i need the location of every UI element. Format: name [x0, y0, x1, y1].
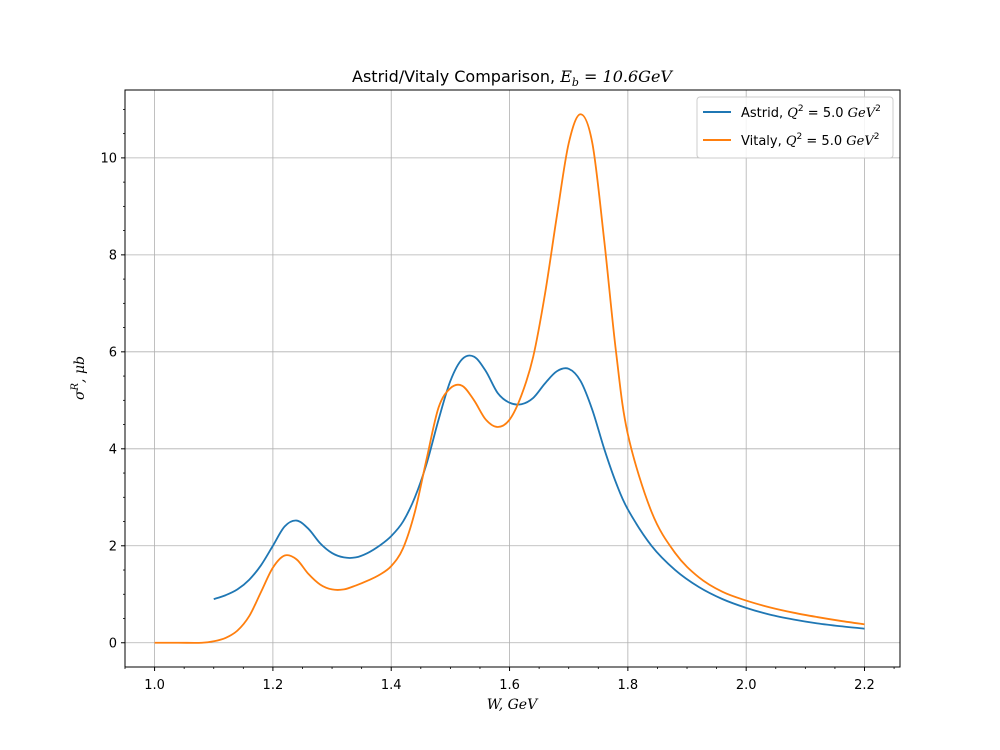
legend-label-astrid: Astrid, Q2 = 5.0 GeV2	[741, 104, 881, 121]
series-line-astrid	[213, 354, 865, 630]
y-axis-label: σR, μb	[70, 356, 88, 400]
ticks: 1.0 1.2 1.4 1.6 1.8 2.0 2.2 0 2 4 6 8 10	[100, 108, 895, 693]
legend-label-vitaly: Vitaly, Q2 = 5.0 GeV2	[741, 132, 879, 149]
x-tick-label: 1.8	[618, 678, 639, 693]
y-tick-label: 10	[100, 151, 117, 166]
legend: Astrid, Q2 = 5.0 GeV2 Vitaly, Q2 = 5.0 G…	[696, 96, 894, 159]
plot-frame	[124, 89, 901, 668]
x-tick-label: 2.0	[736, 678, 757, 693]
series-layer	[154, 113, 865, 644]
y-tick-label: 0	[109, 636, 117, 651]
x-tick-label: 1.6	[499, 678, 520, 693]
y-tick-label: 8	[109, 248, 117, 263]
legend-box	[696, 96, 894, 159]
x-tick-label: 2.2	[854, 678, 875, 693]
y-tick-label: 2	[109, 539, 117, 554]
series-line-vitaly	[154, 113, 865, 644]
x-tick-label: 1.2	[263, 678, 284, 693]
x-axis-label: W, GeV	[487, 697, 539, 713]
y-tick-label: 4	[109, 442, 117, 457]
y-tick-label: 6	[109, 345, 117, 360]
x-tick-label: 1.0	[144, 678, 165, 693]
x-tick-label: 1.4	[381, 678, 402, 693]
grid	[125, 90, 900, 667]
chart-title: Astrid/Vitaly Comparison, Eb = 10.6GeV	[352, 67, 673, 89]
plot-area	[125, 90, 900, 667]
